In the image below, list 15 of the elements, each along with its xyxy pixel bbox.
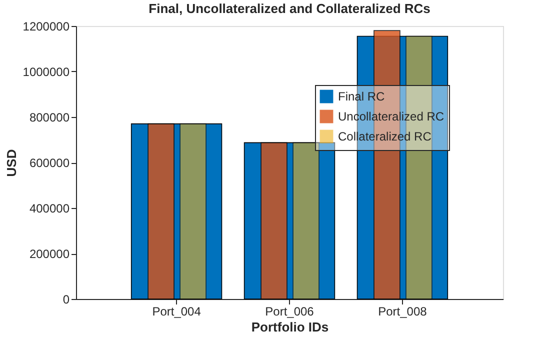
y-tick-label: 1200000 — [22, 20, 70, 34]
y-tick-label: 1000000 — [22, 65, 70, 79]
y-tick-label: 600000 — [29, 156, 70, 170]
bar — [292, 142, 320, 300]
x-tick-label: Port_008 — [378, 304, 428, 318]
x-axis-title: Portfolio IDs — [251, 320, 329, 334]
y-tick-label: 200000 — [29, 247, 70, 261]
bar — [180, 123, 206, 300]
y-tick-label: 400000 — [29, 202, 70, 216]
y-axis-title: USD — [4, 149, 19, 177]
x-tick-label: Port_006 — [265, 304, 314, 318]
y-tick-label: 800000 — [29, 110, 70, 124]
chart-title: Final, Uncollateralized and Collateralized RCs — [148, 1, 430, 16]
x-tick-label: Port_004 — [152, 304, 202, 318]
y-tick-label: 0 — [62, 292, 70, 306]
